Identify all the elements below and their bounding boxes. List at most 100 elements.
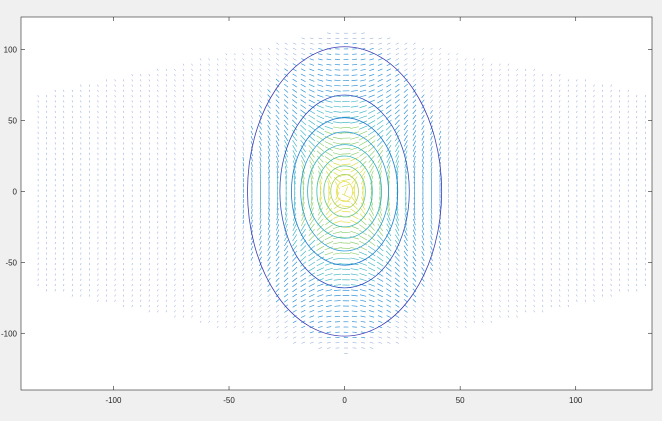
quiver-arrow [191,257,193,260]
quiver-arrow [490,126,492,129]
quiver-arrow [507,74,510,77]
quiver-arrow [482,100,484,103]
quiver-arrow [412,229,416,236]
quiver-arrow [283,129,289,136]
quiver-arrow [377,320,383,323]
quiver-arrow [533,79,535,82]
quiver-arrow [309,336,314,339]
quiver-arrow [325,105,333,108]
quiver-arrow [430,58,433,61]
quiver-arrow [217,121,219,124]
quiver-arrow [430,315,433,318]
quiver-arrow [464,310,467,313]
quiver-arrow [404,145,408,152]
quiver-arrow [300,94,306,99]
quiver-arrow [242,283,245,287]
quiver-arrow [524,289,527,292]
quiver-arrow [559,294,561,297]
quiver-arrow [275,250,280,257]
quiver-arrow [275,245,280,252]
quiver-arrow [430,299,433,303]
quiver-arrow [148,105,150,108]
quiver-arrow [157,68,159,71]
quiver-arrow [165,89,168,92]
quiver-arrow [367,135,376,141]
quiver-arrow [464,110,467,114]
quiver-arrow [542,74,544,77]
quiver-arrow [576,84,578,87]
quiver-arrow [507,268,510,271]
quiver-arrow [516,283,518,287]
quiver-arrow [332,126,342,129]
quiver-arrow [182,105,185,108]
quiver-arrow [182,89,185,92]
quiver-arrow [464,100,467,103]
quiver-arrow [464,320,467,323]
quiver-arrow [275,283,280,288]
quiver-arrow [412,63,416,66]
quiver-arrow [550,100,552,103]
quiver-arrow [386,160,391,169]
quiver-arrow [350,110,359,113]
quiver-arrow [300,315,306,318]
quiver-arrow [499,247,501,250]
quiver-arrow [284,331,288,334]
quiver-arrow [421,331,425,334]
quiver-arrow [71,294,73,297]
quiver-arrow [191,79,193,82]
quiver-arrow [369,326,374,328]
quiver-arrow [464,79,467,82]
quiver-arrow [482,105,484,108]
quiver-arrow [317,165,324,174]
quiver-arrow [369,320,374,323]
quiver-arrow [97,278,99,281]
quiver-arrow [533,116,535,119]
quiver-arrow [386,304,392,308]
quiver-arrow [351,315,358,318]
quiver-arrow [377,283,384,287]
quiver-arrow [292,261,298,267]
quiver-arrow [350,121,359,124]
quiver-arrow [283,114,289,120]
quiver-arrow [430,304,433,308]
quiver-arrow [216,95,219,98]
quiver-arrow [200,247,202,250]
quiver-arrow [324,230,333,236]
quiver-arrow [174,283,176,287]
quiver-arrow [293,165,297,174]
quiver-arrow [447,304,450,308]
quiver-arrow [216,294,219,297]
quiver-arrow [148,289,150,292]
quiver-arrow [482,310,484,313]
quiver-arrow [369,342,374,344]
quiver-arrow [191,131,193,134]
quiver-arrow [308,256,316,262]
quiver-arrow [242,230,245,235]
quiver-arrow [318,336,323,339]
quiver-arrow [300,261,307,267]
quiver-arrow [242,219,245,225]
quiver-arrow [351,305,358,307]
quiver-arrow [182,79,185,82]
quiver-arrow [559,110,561,113]
quiver-arrow [447,89,450,93]
quiver-arrow [308,124,316,131]
quiver-arrow [174,273,176,276]
quiver-arrow [174,315,176,318]
quiver-arrow [106,278,108,281]
quiver-arrow [464,294,467,297]
quiver-arrow [333,176,341,184]
quiver-arrow [473,95,475,98]
quiver-arrow [234,141,236,146]
quiver-arrow [259,58,262,61]
quiver-arrow [292,309,297,313]
quiver-arrow [259,288,262,292]
quiver-arrow [473,79,476,82]
quiver-arrow [430,63,433,66]
quiver-arrow [267,309,271,313]
quiver-arrow [438,272,442,277]
quiver-arrow [157,79,159,82]
quiver-arrow [217,241,219,245]
quiver-arrow [140,289,142,292]
quiver-arrow [361,342,366,344]
